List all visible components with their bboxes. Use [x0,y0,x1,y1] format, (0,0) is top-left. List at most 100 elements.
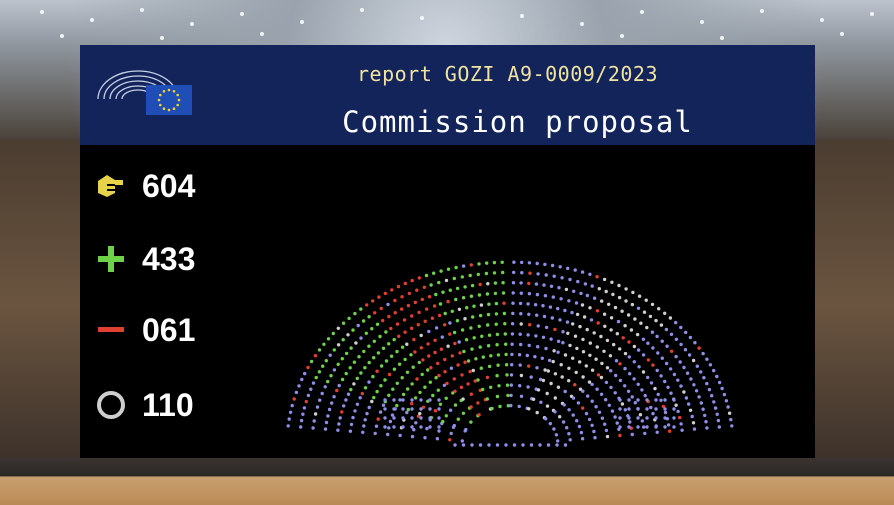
seat-dot [461,296,466,300]
seat-dot [624,299,628,303]
seat-dot [336,343,341,347]
seat-dot [410,401,414,406]
seat-dot [568,277,572,282]
seat-dot [529,375,533,379]
vote-results-panel: report GOZI A9-0009/2023 Commission prop… [80,45,815,458]
seat-dot [428,416,432,420]
seat-dot [646,341,650,345]
seat-dot [576,401,581,405]
seat-dot [395,403,399,408]
seat-dot [590,399,594,403]
seat-dot [481,355,485,359]
seat-dot [416,414,421,418]
seat-dot [603,324,607,328]
seat-dot [438,302,443,306]
seat-dot [358,396,362,400]
seat-dot [552,349,556,353]
seat-dot [526,302,530,306]
seat-dot [646,358,651,362]
seat-dot [632,377,636,381]
seat-dot [588,341,592,345]
seat-dot [503,322,507,326]
seat-dot [300,377,304,382]
seat-dot [643,431,647,436]
seat-dot [456,417,460,421]
seat-dot [664,361,669,366]
seat-dot [367,344,371,348]
seat-dot [372,339,376,343]
seat-dot [459,385,464,389]
ceiling-light [140,8,144,12]
seat-dot [335,388,339,393]
seat-dot [332,395,336,399]
seat-dot [437,398,441,402]
seat-dot [547,358,552,363]
seat-dot [590,368,595,372]
seat-dot [505,373,509,377]
seat-dot [448,321,452,325]
seat-dot [378,334,382,339]
seat-dot [443,323,447,327]
seat-dot [511,311,515,316]
seat-dot [464,427,468,432]
seat-dot [472,336,476,340]
seat-dot [562,403,566,407]
seat-dot [692,383,696,387]
seat-dot [553,410,557,414]
seat-dot [605,338,610,343]
seat-dot [354,341,358,345]
seat-dot [476,378,480,382]
seat-dot [340,377,345,382]
seat-dot [418,411,422,416]
seat-dot [549,284,554,288]
seat-dot [376,351,381,355]
seat-dot [616,319,621,324]
seat-dot [326,337,331,341]
seat-dot [611,292,615,297]
seat-dot [417,276,421,280]
seat-dot [654,318,658,323]
seat-dot [667,429,672,433]
seat-dot [527,312,531,316]
seat-dot [443,357,447,362]
seat-dot [560,375,564,379]
ceiling-light [620,34,624,38]
seat-dot [437,429,441,433]
seat-dot [349,387,353,392]
seat-dot [337,422,341,426]
seat-dot [581,350,586,354]
seat-dot [722,392,727,397]
seat-dot [584,411,589,416]
seat-dot [551,295,555,299]
seat-dot [464,338,469,342]
seat-dot [623,408,627,412]
seat-dot [609,316,614,320]
seat-dot [437,407,441,411]
ceiling-light [60,34,64,38]
seat-dot [639,321,643,325]
seat-dot [655,430,659,434]
seat-dot [638,413,643,417]
seat-dot [336,428,340,432]
seat-dot [348,429,353,433]
seat-dot [341,321,346,325]
seat-dot [556,385,561,389]
seat-dot [659,323,664,327]
seat-dot [410,407,414,411]
seat-dot [613,391,617,395]
seat-dot [655,334,659,339]
seat-dot [558,415,562,419]
seat-dot [398,433,402,438]
seat-dot [419,416,423,420]
seat-dot [312,419,316,423]
seat-dot [630,302,635,307]
seat-dot [525,353,529,358]
seat-dot [536,388,541,392]
seat-dot [372,356,376,360]
seat-dot [628,420,632,424]
seat-dot [583,282,588,286]
seat-dot [417,310,421,315]
seat-dot [590,284,594,288]
seat-dot [299,425,303,429]
seat-dot [504,342,508,346]
